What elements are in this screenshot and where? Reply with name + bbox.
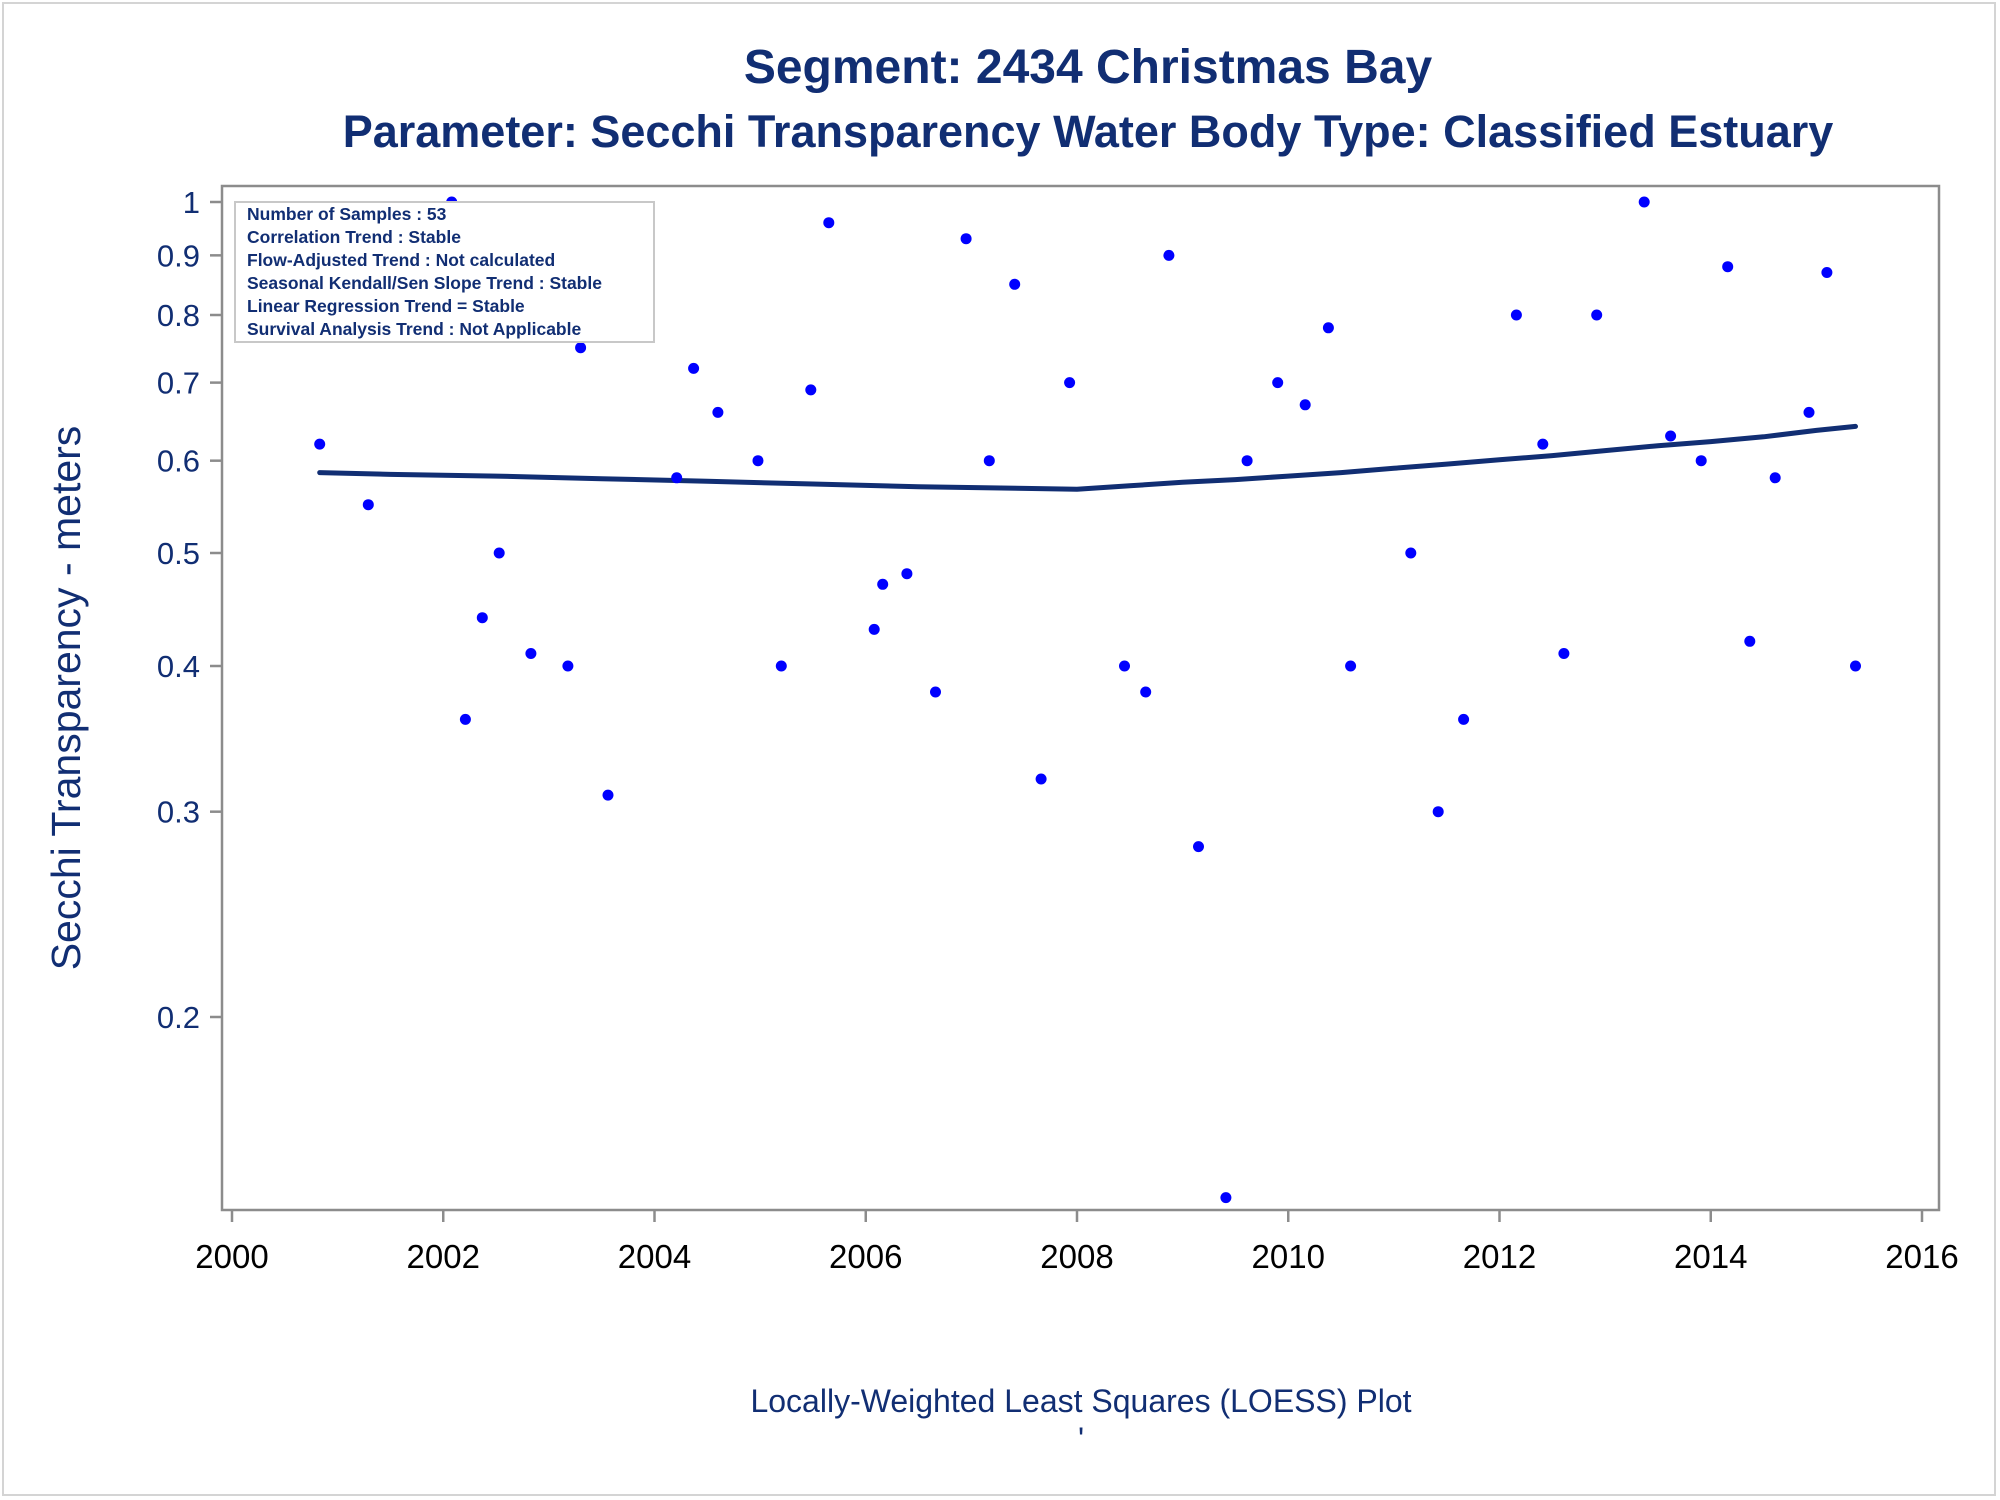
data-point bbox=[1432, 806, 1444, 818]
inset-box bbox=[234, 201, 655, 343]
x-tick-label: 2004 bbox=[618, 1238, 691, 1275]
data-point bbox=[1064, 377, 1076, 389]
x-tick-label: 2002 bbox=[407, 1238, 480, 1275]
data-point bbox=[575, 342, 587, 354]
x-tick-label: 2008 bbox=[1040, 1238, 1113, 1275]
plot-area bbox=[220, 184, 1941, 1212]
data-points bbox=[314, 196, 1861, 1204]
data-point bbox=[1510, 309, 1522, 321]
data-point bbox=[1009, 278, 1021, 290]
data-point bbox=[314, 438, 326, 450]
data-point bbox=[688, 362, 700, 374]
data-point bbox=[1803, 406, 1815, 418]
y-tick-label: 0.6 bbox=[157, 444, 200, 479]
inset-number-of-samples: Number of Samples : 53 bbox=[247, 204, 447, 224]
data-point bbox=[752, 455, 764, 467]
data-point bbox=[602, 789, 614, 801]
data-point bbox=[1322, 322, 1334, 334]
x-tick-label: 2016 bbox=[1885, 1238, 1958, 1275]
data-point bbox=[1695, 455, 1707, 467]
y-tick-label: 0.7 bbox=[157, 366, 200, 401]
plot-caption: Locally-Weighted Least Squares (LOESS) P… bbox=[750, 1383, 1411, 1419]
inset-correlation-trend: Correlation Trend : Stable bbox=[247, 227, 461, 247]
chart-subtitle: Parameter: Secchi Transparency Water Bod… bbox=[343, 106, 1834, 157]
data-point bbox=[493, 547, 505, 559]
data-point bbox=[1272, 377, 1284, 389]
loess-line bbox=[317, 423, 1858, 492]
y-tick-label: 0.3 bbox=[157, 795, 200, 830]
y-tick-label: 0.5 bbox=[157, 536, 200, 571]
y-axis-label: Secchi Transparency - meters bbox=[43, 426, 89, 971]
data-point bbox=[1537, 438, 1549, 450]
inset-survival-analysis-trend: Survival Analysis Trend : Not Applicable bbox=[247, 319, 581, 339]
data-point bbox=[1722, 261, 1734, 273]
x-axis: 2000 2002 2004 2006 2008 2010 2012 2014 2016 bbox=[195, 1210, 1959, 1275]
y-tick-label: 0.4 bbox=[157, 649, 200, 684]
y-tick-label: 1 bbox=[183, 185, 200, 220]
data-point bbox=[712, 406, 724, 418]
data-point bbox=[983, 455, 995, 467]
data-point bbox=[362, 499, 374, 511]
data-point bbox=[901, 568, 913, 580]
x-tick-label: 2014 bbox=[1674, 1238, 1747, 1275]
data-point bbox=[1163, 249, 1175, 261]
data-point bbox=[877, 578, 889, 590]
data-point bbox=[805, 384, 817, 396]
x-tick-label: 2010 bbox=[1252, 1238, 1325, 1275]
inset-flow-adjusted-trend: Flow-Adjusted Trend : Not calculated bbox=[247, 250, 555, 270]
x-tick-label: 2000 bbox=[195, 1238, 268, 1275]
data-point bbox=[459, 713, 471, 725]
data-point bbox=[1220, 1192, 1232, 1204]
data-point bbox=[1193, 841, 1204, 853]
data-point bbox=[562, 660, 574, 672]
data-point bbox=[1345, 660, 1357, 672]
data-point bbox=[525, 648, 537, 659]
trend-summary-inset: Number of Samples : 53 Correlation Trend… bbox=[234, 201, 655, 343]
data-point bbox=[930, 686, 941, 698]
y-tick-label: 0.9 bbox=[157, 238, 200, 273]
chart-title: Segment: 2434 Christmas Bay bbox=[744, 41, 1433, 94]
data-point bbox=[1769, 472, 1781, 484]
data-point bbox=[1458, 713, 1470, 725]
data-point bbox=[1591, 309, 1603, 321]
data-point bbox=[1140, 686, 1152, 698]
data-point bbox=[1035, 773, 1047, 785]
footnote-mark: ' bbox=[1078, 1421, 1084, 1457]
y-tick-label: 0.8 bbox=[157, 298, 200, 333]
data-point bbox=[823, 217, 835, 229]
data-point bbox=[868, 623, 880, 635]
x-tick-label: 2006 bbox=[829, 1238, 902, 1275]
data-point bbox=[1638, 196, 1650, 208]
x-tick-label: 2012 bbox=[1463, 1238, 1536, 1275]
inset-seasonal-kendall-trend: Seasonal Kendall/Sen Slope Trend : Stabl… bbox=[247, 273, 602, 293]
data-point bbox=[1665, 430, 1677, 442]
data-point bbox=[1558, 648, 1570, 659]
data-point bbox=[1241, 455, 1253, 467]
data-point bbox=[1744, 635, 1756, 647]
data-point bbox=[1405, 547, 1417, 559]
data-point bbox=[1850, 660, 1861, 672]
data-point bbox=[671, 472, 683, 484]
y-tick-label: 0.2 bbox=[157, 1000, 200, 1035]
data-point bbox=[775, 660, 787, 672]
data-point bbox=[476, 612, 488, 624]
data-point bbox=[960, 233, 972, 245]
y-axis: 0.2 0.3 0.4 0.5 0.6 0.7 0.8 0.9 1 bbox=[157, 185, 222, 1035]
inset-linear-regression-trend: Linear Regression Trend = Stable bbox=[247, 296, 525, 316]
data-point bbox=[1299, 399, 1311, 411]
data-point bbox=[1821, 267, 1833, 278]
data-point bbox=[1119, 660, 1130, 672]
